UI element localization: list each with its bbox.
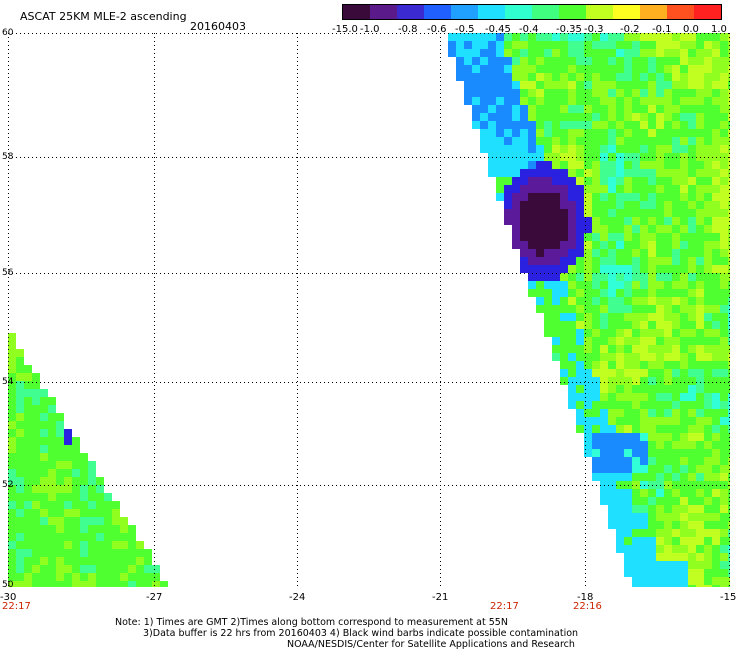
time-label: 22:17 bbox=[490, 601, 519, 612]
graticule bbox=[8, 33, 730, 587]
colorbar-label: 1.0 bbox=[711, 24, 727, 35]
lon-label: -18 bbox=[577, 592, 594, 603]
lat-label: 56 bbox=[2, 268, 14, 278]
footer-note-line-2: 3)Data buffer is 22 hrs from 20160403 4)… bbox=[143, 628, 579, 639]
colorbar-label: -0.8 bbox=[398, 24, 418, 35]
colorbar-segment bbox=[343, 5, 371, 19]
colorbar-label: -0.5 bbox=[455, 24, 475, 35]
footer-credit: NOAA/NESDIS/Center for Satellite Applica… bbox=[287, 639, 575, 650]
wind-map bbox=[8, 33, 730, 587]
colorbar-label: -0.2 bbox=[620, 24, 640, 35]
swath-cells bbox=[8, 33, 730, 587]
lat-label: 54 bbox=[2, 377, 14, 387]
lon-label: -15 bbox=[720, 592, 737, 603]
colorbar-label: -1.0 bbox=[360, 24, 380, 35]
colorbar-segment bbox=[666, 5, 695, 19]
colorbar-segment bbox=[450, 5, 479, 19]
colorbar-label: -0.45 bbox=[485, 24, 511, 35]
colorbar-segment bbox=[639, 5, 668, 19]
colorbar-segment bbox=[586, 5, 614, 19]
time-label: 22:17 bbox=[2, 601, 31, 612]
colorbar-segment bbox=[694, 5, 721, 19]
colorbar-segment bbox=[397, 5, 425, 19]
product-date: 20160403 bbox=[190, 20, 246, 33]
colorbar bbox=[342, 4, 722, 20]
time-label: 22:16 bbox=[573, 601, 602, 612]
colorbar-label: -0.1 bbox=[652, 24, 672, 35]
colorbar-segment bbox=[424, 5, 452, 19]
lon-label: -24 bbox=[289, 592, 306, 603]
colorbar-label: -0.35 bbox=[556, 24, 582, 35]
colorbar-segment bbox=[505, 5, 533, 19]
lon-label: -21 bbox=[432, 592, 449, 603]
lat-label: 58 bbox=[2, 152, 14, 162]
colorbar-label: -0.4 bbox=[519, 24, 539, 35]
colorbar-label: -0.3 bbox=[584, 24, 604, 35]
lon-label: -30 bbox=[0, 592, 17, 603]
lat-label: 50 bbox=[2, 580, 14, 590]
colorbar-segment bbox=[558, 5, 587, 19]
colorbar-segment bbox=[477, 5, 506, 19]
lon-label: -27 bbox=[146, 592, 163, 603]
colorbar-label: -15.0 bbox=[332, 24, 358, 35]
colorbar-label: -0.6 bbox=[427, 24, 447, 35]
colorbar-segment bbox=[369, 5, 398, 19]
lat-label: 60 bbox=[2, 28, 14, 38]
lat-label: 52 bbox=[2, 480, 14, 490]
colorbar-segment bbox=[613, 5, 641, 19]
colorbar-label: 0.0 bbox=[683, 24, 699, 35]
product-title: ASCAT 25KM MLE-2 ascending bbox=[20, 10, 187, 23]
colorbar-segment bbox=[532, 5, 560, 19]
footer-note-line-1: Note: 1) Times are GMT 2)Times along bot… bbox=[115, 617, 508, 628]
